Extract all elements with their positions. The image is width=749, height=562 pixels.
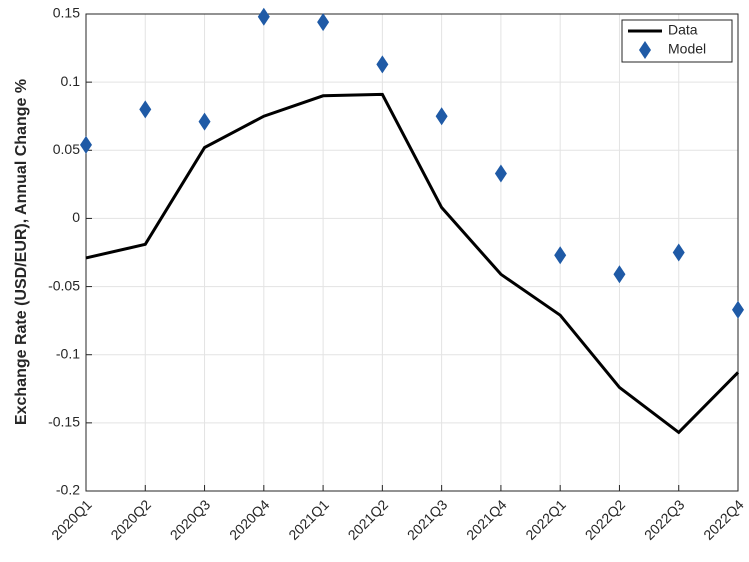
diamond-marker <box>80 135 92 154</box>
diamond-marker <box>257 7 270 26</box>
diamond-marker <box>376 55 389 74</box>
x-tick-label: 2020Q1 <box>48 496 95 543</box>
diamond-marker <box>139 100 152 119</box>
x-tick-label: 2021Q2 <box>345 496 392 543</box>
y-tick-label: 0.15 <box>53 5 80 21</box>
x-tick-label: 2021Q4 <box>463 496 510 543</box>
diamond-marker <box>435 107 448 126</box>
x-tick-label: 2020Q4 <box>226 496 273 543</box>
x-tick-label: 2022Q1 <box>522 496 569 543</box>
x-tick-label: 2020Q3 <box>167 496 214 543</box>
y-tick-label: 0.05 <box>53 141 80 157</box>
y-tick-label: 0 <box>72 209 80 225</box>
legend-label: Model <box>668 41 706 57</box>
diamond-marker <box>317 13 330 32</box>
y-tick-label: -0.05 <box>48 277 80 293</box>
x-tick-label: 2022Q4 <box>700 496 747 543</box>
y-tick-label: -0.1 <box>56 345 80 361</box>
y-tick-label: 0.1 <box>61 73 81 89</box>
x-tick-label: 2022Q3 <box>641 496 688 543</box>
diamond-marker <box>613 265 626 284</box>
diamond-marker <box>198 112 211 131</box>
legend-swatch <box>639 41 651 59</box>
y-tick-label: -0.15 <box>48 414 80 430</box>
diamond-marker <box>672 243 685 262</box>
legend-label: Data <box>668 22 698 38</box>
data-line <box>85 92 740 435</box>
x-tick-label: 2021Q1 <box>285 496 332 543</box>
x-tick-label: 2021Q3 <box>404 496 451 543</box>
x-tick-label: 2022Q2 <box>582 496 629 543</box>
diamond-marker <box>732 300 744 319</box>
plot-frame <box>85 13 739 492</box>
diamond-marker <box>494 164 507 183</box>
diamond-marker <box>554 246 567 265</box>
legend-box <box>621 19 733 63</box>
y-axis-label: Exchange Rate (USD/EUR), Annual Change % <box>13 79 30 425</box>
x-tick-label: 2020Q2 <box>107 496 154 543</box>
y-tick-label: -0.2 <box>56 482 80 498</box>
